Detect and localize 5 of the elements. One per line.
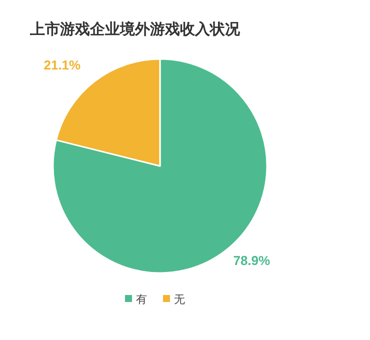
chart-title: 上市游戏企业境外游戏收入状况 [29, 20, 241, 38]
legend-label: 有 [136, 294, 147, 306]
data-label: 78.9% [233, 252, 271, 268]
legend-label: 无 [174, 294, 185, 306]
data-label: 21.1% [44, 57, 82, 72]
